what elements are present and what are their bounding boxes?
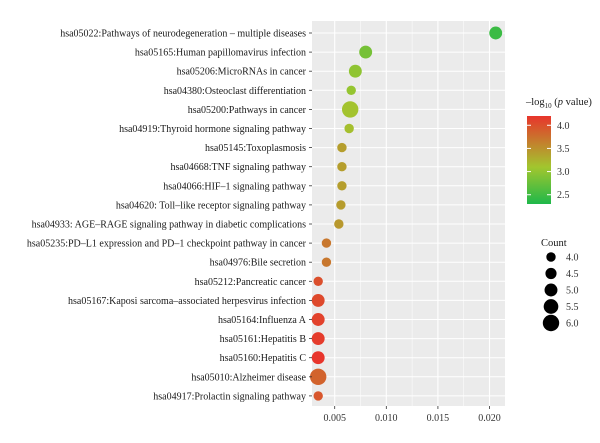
data-point: [311, 293, 325, 307]
data-point: [311, 313, 325, 326]
y-tick-label: hsa04668:TNF signaling pathway: [170, 162, 306, 173]
data-point: [348, 64, 362, 78]
size-legend: Count 4.0 4.5 5.0 5.5 6.0: [541, 238, 579, 332]
size-legend-items: 4.0 4.5 5.0 5.5 6.0: [542, 252, 579, 332]
color-tick-label: 4.0: [557, 121, 570, 132]
size-legend-dot: [546, 252, 556, 262]
y-axis-labels: hsa05022:Pathways of neurodegeneration –…: [27, 29, 312, 402]
y-tick-label: hsa05164:Influenza A: [218, 315, 307, 326]
data-point: [313, 391, 323, 401]
data-point: [321, 257, 332, 267]
y-tick-label: hsa05167:Kaposi sarcoma–associated herpe…: [68, 296, 306, 307]
y-tick-label: hsa05145:Toxoplasmosis: [205, 143, 306, 154]
size-legend-dot: [544, 283, 558, 297]
grid-lines: [312, 21, 505, 406]
y-tick-label: hsa04933: AGE–RAGE signaling pathway in …: [32, 220, 307, 231]
size-legend-title: Count: [541, 238, 567, 249]
size-legend-dot: [542, 314, 560, 332]
y-tick-label: hsa05235:PD–L1 expression and PD–1 check…: [27, 239, 307, 250]
data-point: [341, 101, 359, 118]
color-tick-label: 3.5: [557, 144, 570, 155]
data-point: [337, 142, 347, 153]
size-legend-label: 6.0: [566, 319, 579, 330]
y-tick-label: hsa05206:MicroRNAs in cancer: [177, 67, 307, 78]
data-point: [309, 368, 327, 385]
data-point: [337, 162, 347, 172]
data-point: [346, 85, 356, 96]
data-point: [336, 200, 346, 210]
data-point: [337, 181, 347, 191]
y-tick-label: hsa04066:HIF–1 signaling pathway: [163, 181, 306, 192]
data-point: [311, 351, 325, 365]
y-tick-label: hsa04917:Prolactin signaling pathway: [153, 391, 306, 402]
color-bar: [527, 116, 551, 204]
color-legend-title: –log10 (p value): [525, 97, 592, 110]
y-tick-label: hsa05022:Pathways of neurodegeneration –…: [60, 29, 306, 40]
y-tick-label: hsa04620: Toll–like receptor signaling p…: [116, 200, 306, 211]
x-axis: 0.005 0.010 0.015 0.020: [323, 406, 501, 424]
data-point: [359, 45, 373, 59]
data-point: [334, 219, 344, 229]
size-legend-label: 5.0: [566, 286, 579, 297]
y-tick-label: hsa04919:Thyroid hormone signaling pathw…: [119, 124, 306, 135]
x-tick-label: 0.010: [375, 413, 398, 424]
size-legend-label: 4.5: [566, 269, 579, 280]
y-tick-label: hsa04976:Bile secretion: [210, 258, 306, 269]
size-legend-dot: [545, 267, 557, 280]
y-tick-label: hsa05212:Pancreatic cancer: [195, 277, 307, 288]
x-tick-label: 0.020: [478, 413, 501, 424]
data-point: [313, 276, 323, 286]
color-tick-label: 2.5: [557, 190, 570, 201]
y-tick-label: hsa04380:Osteoclast differentiation: [164, 86, 306, 97]
color-legend-ticks: 2.5 3.0 3.5 4.0: [527, 121, 570, 201]
data-points: [309, 26, 503, 401]
data-point: [344, 123, 354, 134]
y-tick-label: hsa05165:Human papillomavirus infection: [135, 48, 306, 59]
y-tick-label: hsa05161:Hepatitis B: [220, 334, 307, 345]
x-tick-label: 0.015: [427, 413, 450, 424]
plot-panel: [312, 21, 505, 406]
size-legend-dot: [543, 299, 559, 314]
y-tick-label: hsa05160:Hepatitis C: [220, 353, 307, 364]
data-point: [311, 332, 325, 346]
x-tick-label: 0.005: [323, 413, 346, 424]
size-legend-label: 4.0: [566, 253, 579, 264]
color-tick-label: 3.0: [557, 167, 570, 178]
size-legend-label: 5.5: [566, 302, 579, 313]
y-tick-label: hsa05010:Alzheimer disease: [191, 372, 306, 383]
data-point: [489, 26, 503, 40]
y-tick-label: hsa05200:Pathways in cancer: [188, 105, 307, 116]
color-legend: –log10 (p value) 2.5 3.0 3.5 4.0: [525, 97, 592, 204]
data-point: [321, 238, 332, 248]
